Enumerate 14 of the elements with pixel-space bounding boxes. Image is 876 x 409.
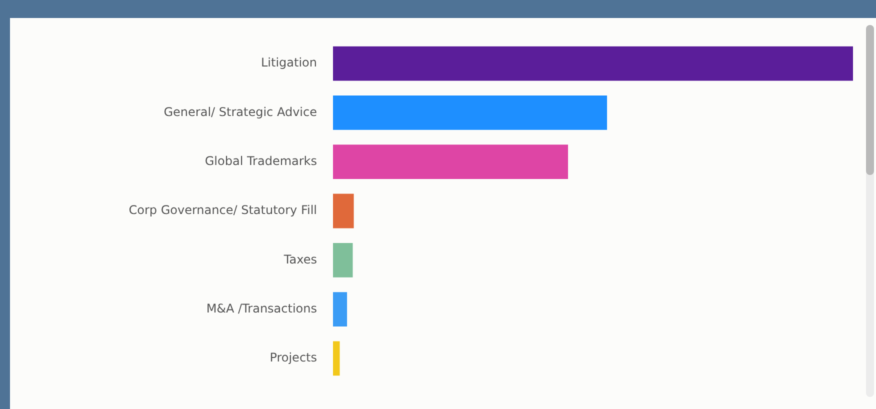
y-tick-label: M&A /Transactions bbox=[206, 301, 317, 316]
y-tick-label: Global Trademarks bbox=[204, 154, 317, 168]
bar bbox=[333, 46, 853, 81]
y-tick-label: Taxes bbox=[282, 252, 317, 266]
y-tick-label: Litigation bbox=[260, 56, 317, 70]
bar bbox=[333, 292, 348, 326]
bar bbox=[333, 341, 340, 376]
bar bbox=[333, 194, 354, 228]
bar bbox=[333, 242, 353, 278]
y-tick-label: Projects bbox=[270, 350, 317, 365]
bar bbox=[333, 144, 568, 180]
y-tick-label: General/ Strategic Advice bbox=[164, 104, 317, 119]
bar bbox=[333, 96, 608, 130]
y-tick-label: Corp Governance/ Statutory Fill bbox=[128, 203, 317, 218]
